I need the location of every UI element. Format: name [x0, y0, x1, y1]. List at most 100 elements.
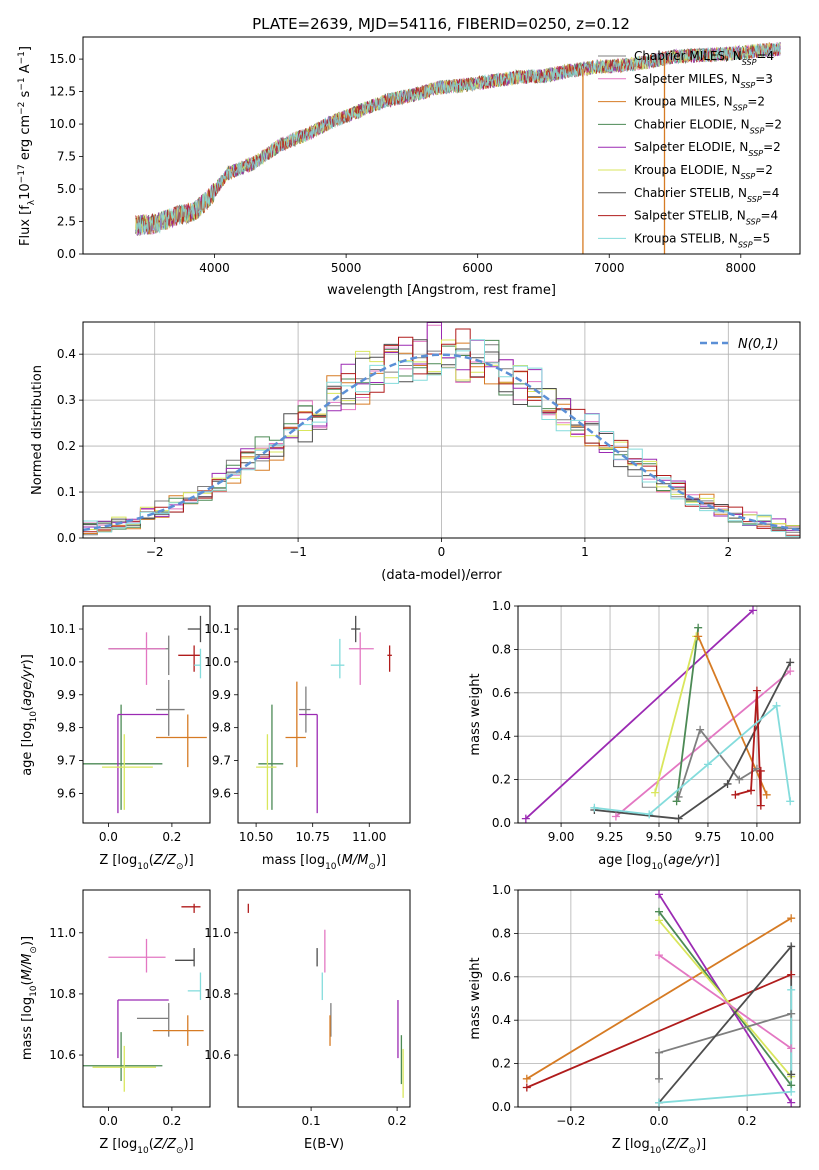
weight-marker	[756, 766, 765, 775]
weight-marker	[787, 1087, 796, 1096]
figure-title: PLATE=2639, MJD=54116, FIBERID=0250, z=0…	[252, 15, 630, 33]
x-tick-label: 0.0	[99, 1114, 118, 1128]
y-tick-label: 15.0	[49, 52, 76, 66]
x-axis-label: Z [log10(Z/Z⊙)]	[99, 1137, 193, 1156]
y-tick-label: 9.8	[57, 721, 76, 735]
plot-area	[526, 893, 793, 1104]
x-tick-label: 4000	[199, 261, 230, 275]
y-tick-label: 0.1	[57, 485, 76, 499]
weight-marker	[787, 914, 796, 923]
y-tick-label: 0.2	[57, 439, 76, 453]
axes-frame	[82, 36, 801, 255]
panel-mass-vs-EBV: 0.1 0.2 10.6 10.8 11.0 E(B-V)	[204, 889, 411, 1152]
plot-area	[247, 903, 404, 1098]
plot-area	[256, 615, 392, 814]
legend-label: N(0,1)	[738, 337, 779, 352]
spectrum-legend: Chabrier MILES, NSSP=4 Salpeter MILES, NS…	[598, 49, 782, 249]
x-axis-label: Z [log10(Z/Z⊙)]	[612, 1137, 706, 1156]
y-tick-label: 10.1	[49, 622, 76, 636]
weight-marker	[787, 1098, 796, 1107]
y-tick-label: 9.9	[57, 688, 76, 702]
y-tick-label: 11.0	[204, 926, 231, 940]
weight-marker	[786, 658, 795, 667]
y-tick-label: 1.0	[492, 599, 511, 613]
gaussian-curve	[83, 353, 800, 532]
y-tick-label: 0.8	[492, 926, 511, 940]
panel-mass-weight-vs-age: 9.00 9.25 9.50 9.75 10.00 0.0 0.2 0.4 0.6 0.8 1.0 a…	[468, 599, 801, 872]
weight-line-salpeter-stelib	[526, 973, 792, 1089]
x-tick-label: 5000	[331, 261, 362, 275]
weight-marker	[752, 686, 761, 695]
legend-label: Kroupa MILES, NSSP=2	[634, 95, 765, 113]
axes-frame	[237, 889, 411, 1108]
weight-marker	[787, 1044, 796, 1053]
weight-line-kroupa-elodie	[658, 919, 792, 1078]
y-tick-label: 0.2	[492, 773, 511, 787]
y-tick-label: 0.3	[57, 393, 76, 407]
legend-label: Chabrier ELODIE, NSSP=2	[634, 117, 782, 135]
weight-marker	[674, 814, 683, 823]
y-tick-label: 10.0	[204, 655, 231, 669]
legend-label: Kroupa ELODIE, NSSP=2	[634, 163, 773, 181]
y-tick-label: 7.5	[57, 150, 76, 164]
axes-frame	[237, 605, 411, 824]
spectrum-line-kroupa-elodie	[135, 41, 781, 235]
weight-marker	[735, 775, 744, 784]
x-tick-label: 1	[581, 545, 589, 559]
y-tick-label: 9.6	[57, 786, 76, 800]
x-tick-label: 0.0	[649, 1114, 668, 1128]
weight-marker	[655, 916, 663, 925]
y-axis-label: age [log10(age/yr)]	[20, 654, 39, 776]
weight-line-kroupa-miles	[526, 917, 792, 1080]
weight-marker	[786, 797, 795, 806]
x-tick-label: 0.2	[738, 1114, 757, 1128]
weight-marker	[655, 890, 663, 899]
y-tick-label: 2.5	[57, 215, 76, 229]
x-tick-label: 11.00	[352, 830, 386, 844]
y-axis-label: Flux [fλ10−17 erg cm−2 s−1 A−1]	[17, 46, 37, 246]
y-tick-label: 0.6	[492, 686, 511, 700]
x-tick-label: 0.0	[99, 830, 118, 844]
weight-marker	[522, 1083, 531, 1092]
x-tick-label: 8000	[726, 261, 757, 275]
y-axis-label: mass [log10(M/M⊙)]	[20, 936, 39, 1060]
x-axis-label: E(B-V)	[304, 1137, 344, 1152]
weight-marker	[655, 907, 663, 916]
y-tick-label: 5.0	[57, 182, 76, 196]
weight-marker	[521, 814, 530, 823]
weight-marker	[787, 942, 796, 951]
y-tick-label: 0.2	[492, 1057, 511, 1071]
weight-line-chabrier-miles	[677, 727, 758, 798]
y-tick-label: 12.5	[49, 85, 76, 99]
weight-marker	[655, 951, 663, 960]
weight-marker	[694, 632, 703, 641]
legend-label: Salpeter MILES, NSSP=3	[634, 72, 773, 90]
weight-marker	[694, 623, 703, 632]
weight-marker	[787, 1009, 796, 1018]
y-tick-label: 9.8	[212, 721, 231, 735]
y-tick-label: 10.6	[204, 1048, 231, 1062]
weight-marker	[723, 779, 732, 788]
weight-line-kroupa-elodie	[654, 636, 698, 793]
x-tick-label: 2	[724, 545, 732, 559]
weight-marker	[786, 667, 795, 676]
weight-marker	[731, 790, 740, 799]
weight-marker	[655, 1074, 663, 1083]
weight-marker	[749, 606, 757, 615]
y-tick-label: 10.1	[204, 622, 231, 636]
weight-line-salpeter-elodie	[525, 609, 754, 820]
x-tick-label: 10.75	[296, 830, 330, 844]
panel-mass-weight-vs-Z: −0.2 0.0 0.2 0.0 0.2 0.4 0.6 0.8 1.0 Z [log10(Z/Z…	[468, 883, 801, 1156]
x-tick-label: −2	[146, 545, 164, 559]
x-tick-label: 6000	[462, 261, 493, 275]
x-tick-label: 9.25	[597, 830, 624, 844]
panel-age-vs-mass: 10.50 10.75 11.00 9.6 9.7 9.8 9.9 10.0 10.1 mass …	[204, 605, 411, 872]
y-tick-label: 9.6	[212, 786, 231, 800]
y-tick-label: 0.0	[492, 816, 511, 830]
weight-marker	[756, 801, 765, 810]
x-axis-label: (data-model)/error	[381, 568, 502, 583]
y-tick-label: 0.4	[57, 347, 76, 361]
y-tick-label: 10.0	[49, 655, 76, 669]
x-axis-label: mass [log10(M/M⊙)]	[262, 853, 386, 872]
weight-marker	[787, 985, 796, 994]
